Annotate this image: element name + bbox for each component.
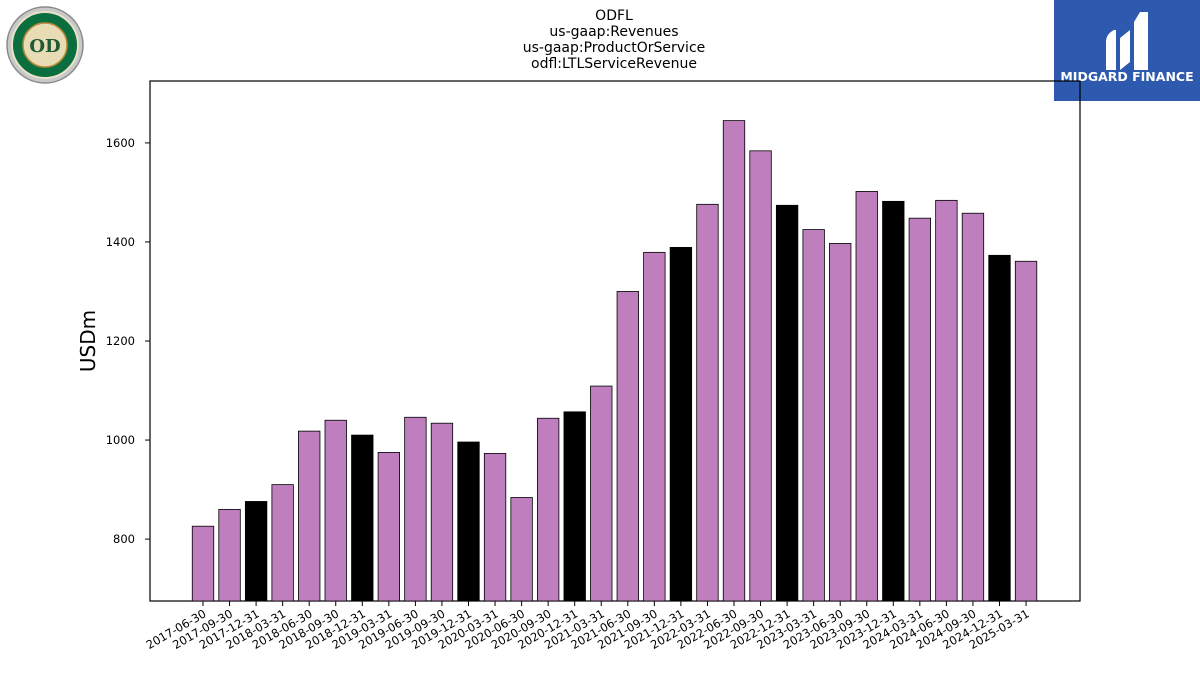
bar-2025-03-31	[1014, 260, 1038, 602]
publisher-name: MIDGARD FINANCE	[1060, 69, 1193, 84]
y-axis-ticks: 800 1000 1200 1400 1600	[106, 136, 150, 546]
bar-2022-06-30	[722, 120, 746, 602]
bar-2018-09-30	[324, 419, 347, 602]
bar-2021-09-30	[643, 251, 666, 602]
bar-2020-03-31	[483, 453, 507, 602]
bar-2024-03-31	[908, 217, 931, 602]
bar-2020-06-30	[510, 497, 533, 602]
bar-2022-09-30	[749, 150, 772, 602]
bar-2021-03-31	[590, 385, 613, 602]
bar-2017-06-30	[191, 525, 215, 602]
y-axis-label: USDm	[76, 310, 100, 372]
bar-2023-03-31	[802, 229, 825, 602]
chart-title-line-2: us-gaap:Revenues	[549, 24, 678, 40]
bar-2019-06-30	[404, 416, 427, 602]
bar-2017-12-31	[244, 501, 268, 602]
bar-2017-09-30	[218, 508, 241, 602]
bar-2020-09-30	[537, 417, 560, 602]
bar-2024-12-31	[988, 254, 1011, 602]
bar-2021-06-30	[616, 291, 639, 602]
bar-2023-12-31	[882, 200, 905, 602]
bar-2024-09-30	[961, 212, 985, 602]
x-axis-ticks: 2017-06-302017-09-302017-12-312018-03-31…	[144, 601, 1032, 652]
bar-2024-06-30	[935, 199, 958, 602]
y-tick-label: 1200	[106, 334, 135, 348]
chart-title-line-4: odfl:LTLServiceRevenue	[531, 56, 697, 72]
bar-2018-06-30	[298, 430, 321, 602]
bar-2019-03-31	[377, 452, 401, 602]
bar-2022-12-31	[775, 204, 799, 602]
bar-2023-06-30	[829, 243, 852, 602]
y-tick-label: 800	[113, 532, 135, 546]
chart-title-line-1: ODFL	[595, 8, 633, 24]
bar-group	[191, 120, 1038, 602]
publisher-logo: MIDGARD FINANCE	[1054, 0, 1200, 101]
bar-2018-12-31	[351, 434, 374, 602]
bar-2019-12-31	[457, 441, 480, 602]
chart-title-line-3: us-gaap:ProductOrService	[523, 40, 706, 56]
bar-2020-12-31	[563, 411, 586, 602]
bar-2022-03-31	[696, 203, 719, 602]
y-tick-label: 1400	[106, 235, 135, 249]
bar-2023-09-30	[855, 191, 878, 602]
company-logo: OD	[6, 6, 84, 84]
bar-2019-09-30	[430, 422, 454, 602]
bar-2021-12-31	[669, 246, 693, 602]
publisher-mark-icon	[1106, 12, 1148, 70]
y-tick-label: 1600	[106, 136, 135, 150]
bar-2018-03-31	[271, 484, 294, 602]
svg-text:OD: OD	[29, 36, 60, 57]
y-tick-label: 1000	[106, 433, 135, 447]
